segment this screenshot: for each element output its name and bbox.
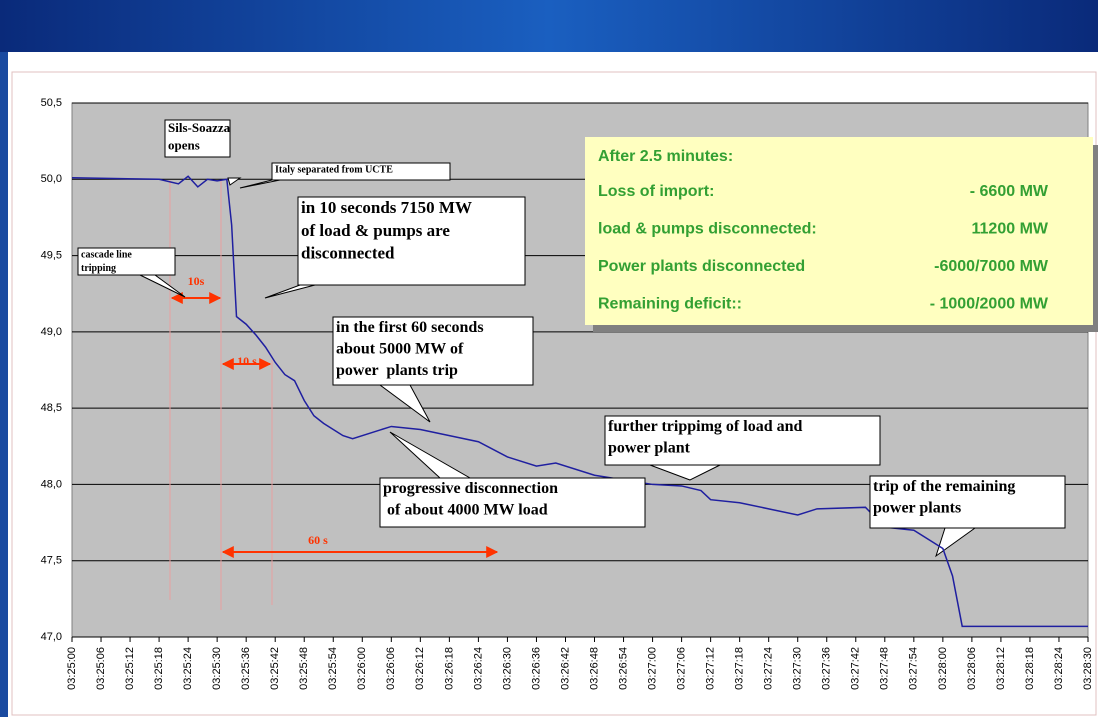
callout-text: power plants trip (336, 362, 458, 379)
callout-text: further trippimg of load and (608, 418, 802, 435)
x-tick-label: 03:25:30 (211, 647, 223, 690)
callout-text: Sils-Soazza (168, 120, 231, 135)
title-band (0, 0, 1098, 52)
callout-pointer (227, 177, 242, 186)
x-tick-label: 03:25:36 (240, 647, 252, 690)
callout-text: opens (168, 138, 200, 153)
callout-box (77, 247, 176, 276)
x-tick-label: 03:27:42 (850, 647, 862, 690)
y-tick-label: 48,0 (41, 478, 62, 490)
x-tick-label: 03:28:12 (995, 647, 1007, 690)
callout-text: tripping (81, 263, 116, 274)
y-tick-label: 49,0 (41, 326, 62, 338)
x-tick-label: 03:25:18 (153, 647, 165, 690)
x-tick-label: 03:25:54 (327, 647, 339, 690)
callout-text: disconnected (301, 244, 395, 263)
interval-label: 10 s (237, 354, 257, 368)
callout-box (332, 316, 534, 386)
callout-text: progressive disconnection (383, 480, 558, 497)
callout-text: of about 4000 MW load (383, 501, 548, 518)
x-tick-label: 03:28:24 (1053, 647, 1065, 690)
x-tick-label: 03:25:12 (124, 647, 136, 690)
x-tick-label: 03:27:00 (646, 647, 658, 690)
x-tick-label: 03:27:06 (676, 647, 688, 690)
x-tick-label: 03:27:30 (792, 647, 804, 690)
info-value: -6000/7000 MW (934, 258, 1049, 275)
x-tick-label: 03:26:36 (530, 647, 542, 690)
x-tick-label: 03:26:54 (617, 647, 629, 690)
callout-text: Italy separated from UCTE (275, 164, 393, 175)
x-tick-label: 03:27:48 (879, 647, 891, 690)
x-tick-label: 03:28:06 (966, 647, 978, 690)
x-tick-label: 03:27:18 (734, 647, 746, 690)
x-tick-label: 03:26:12 (414, 647, 426, 690)
info-label: Remaining deficit:: (598, 296, 742, 313)
x-tick-label: 03:28:18 (1024, 647, 1036, 690)
y-tick-label: 49,5 (41, 249, 62, 261)
callout-box (379, 477, 646, 528)
x-tick-label: 03:26:42 (559, 647, 571, 690)
info-label: Loss of import: (598, 183, 714, 200)
callout-text: in the first 60 seconds (336, 319, 484, 336)
x-tick-label: 03:26:24 (472, 647, 484, 690)
y-tick-label: 50,5 (41, 97, 62, 109)
callout-text: trip of the remaining (873, 478, 1015, 495)
x-tick-label: 03:27:24 (763, 647, 775, 690)
callout-text: in 10 seconds 7150 MW (301, 198, 472, 217)
info-label: load & pumps disconnected: (598, 221, 817, 238)
callout-text: power plant (608, 439, 691, 456)
interval-label: 60 s (308, 533, 328, 547)
callout-text: of load & pumps are (301, 221, 450, 240)
info-value: - 1000/2000 MW (930, 296, 1049, 313)
x-tick-label: 03:27:54 (908, 647, 920, 690)
x-tick-label: 03:26:48 (588, 647, 600, 690)
callout-text: cascade line (81, 249, 132, 260)
x-tick-label: 03:26:06 (385, 647, 397, 690)
x-tick-label: 03:28:00 (937, 647, 949, 690)
callout-box (271, 162, 451, 181)
y-tick-label: 47,0 (41, 631, 62, 643)
x-tick-label: 03:27:12 (705, 647, 717, 690)
interval-label: 10s (188, 274, 205, 288)
callout-text: about 5000 MW of (336, 340, 464, 357)
x-tick-label: 03:25:00 (66, 647, 78, 690)
callout-box (164, 119, 231, 158)
info-value: 11200 MW (972, 221, 1049, 238)
x-tick-label: 03:27:36 (821, 647, 833, 690)
info-value: - 6600 MW (970, 183, 1049, 200)
y-tick-label: 47,5 (41, 555, 62, 567)
x-tick-label: 03:26:18 (443, 647, 455, 690)
x-tick-label: 03:28:30 (1082, 647, 1094, 690)
x-tick-label: 03:26:30 (501, 647, 513, 690)
x-tick-label: 03:25:48 (298, 647, 310, 690)
callout-box (869, 475, 1066, 529)
callout-box (297, 196, 526, 286)
info-panel (585, 137, 1093, 325)
y-tick-label: 50,0 (41, 173, 62, 185)
data-line (71, 175, 1088, 628)
x-tick-label: 03:25:06 (95, 647, 107, 690)
x-tick-label: 03:26:00 (356, 647, 368, 690)
x-tick-label: 03:25:42 (269, 647, 281, 690)
callout-box (604, 415, 881, 466)
callout-text: power plants (873, 499, 961, 516)
info-box: After 2.5 minutes: Loss of import: - 6600… (585, 137, 1098, 332)
x-tick-label: 03:25:24 (182, 647, 194, 690)
y-tick-label: 48,5 (41, 402, 62, 414)
info-title: After 2.5 minutes: (598, 148, 733, 165)
info-label: Power plants disconnected (598, 258, 805, 275)
